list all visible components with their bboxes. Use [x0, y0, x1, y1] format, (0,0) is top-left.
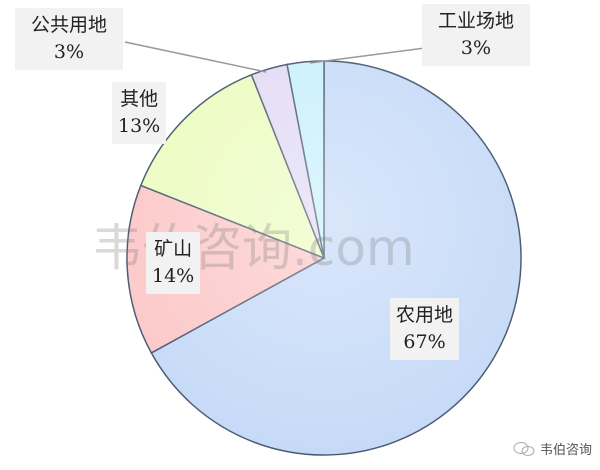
label-public-land: 公共用地 3% — [15, 8, 123, 70]
slice-percent: 3% — [460, 37, 492, 59]
slice-percent: 14% — [152, 265, 195, 287]
watermark: 韦伯咨询.com — [92, 219, 415, 277]
wechat-icon — [513, 441, 535, 456]
brand-name: 韦伯咨询 — [539, 443, 592, 458]
slice-percent: 13% — [118, 115, 161, 137]
label-other: 其他 13% — [112, 82, 167, 144]
slice-label: 工业场地 — [437, 10, 514, 32]
slice-label: 农用地 — [396, 304, 454, 326]
slice-label: 矿山 — [154, 238, 193, 260]
slice-percent: 3% — [53, 41, 85, 63]
leader-line-public — [124, 41, 267, 73]
slice-label: 公共用地 — [30, 14, 107, 36]
slice-label: 其他 — [120, 88, 159, 110]
slice-percent: 67% — [403, 331, 446, 353]
brand: 韦伯咨询 — [513, 439, 592, 458]
label-mine: 矿山 14% — [146, 232, 201, 294]
label-industrial: 工业场地 3% — [422, 4, 530, 66]
label-farmland: 农用地 67% — [390, 298, 460, 360]
leader-line-industrial — [309, 47, 426, 64]
